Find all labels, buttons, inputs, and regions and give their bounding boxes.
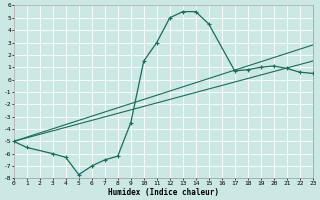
X-axis label: Humidex (Indice chaleur): Humidex (Indice chaleur) bbox=[108, 188, 219, 197]
